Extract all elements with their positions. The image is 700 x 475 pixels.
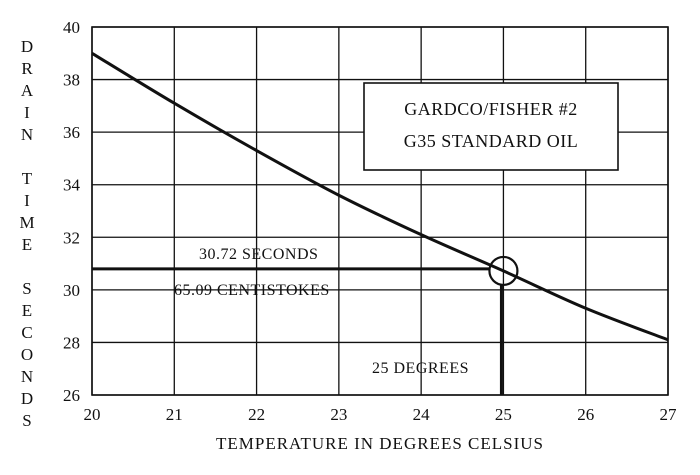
x-axis-label: TEMPERATURE IN DEGREES CELSIUS xyxy=(216,434,544,453)
y-axis-label-letter: R xyxy=(21,59,33,78)
title-box-frame xyxy=(363,82,619,171)
x-tick-label: 26 xyxy=(577,405,594,424)
grid-lines xyxy=(91,26,669,396)
y-axis-label-letter: C xyxy=(21,323,32,342)
y-axis-label-letter: D xyxy=(21,37,33,56)
title-box: GARDCO/FISHER #2 G35 STANDARD OIL xyxy=(363,82,619,171)
x-tick-label: 20 xyxy=(84,405,101,424)
y-axis-label-letter: S xyxy=(22,279,31,298)
annotation-degrees: 25 DEGREES xyxy=(372,360,469,377)
y-tick-label: 26 xyxy=(63,386,80,405)
y-tick-label: 34 xyxy=(63,176,81,195)
y-tick-label: 28 xyxy=(63,333,80,352)
y-axis-label-letter: O xyxy=(21,345,33,364)
y-tick-label: 38 xyxy=(63,71,80,90)
y-axis-label-letter: E xyxy=(22,235,32,254)
y-axis-label-letter: M xyxy=(19,213,34,232)
y-tick-label: 32 xyxy=(63,228,80,247)
y-axis-label-letter: S xyxy=(22,411,31,430)
guide-lines xyxy=(92,267,503,395)
chart-title-line-1: GARDCO/FISHER #2 xyxy=(404,99,578,119)
y-axis-label-letter: I xyxy=(24,191,30,210)
y-axis-label-letter: A xyxy=(21,81,34,100)
highlight-circle xyxy=(488,255,519,287)
x-tick-labels: 20 21 22 23 24 25 26 27 xyxy=(84,405,678,424)
y-axis-label-letter: T xyxy=(22,169,33,188)
x-tick-label: 22 xyxy=(248,405,265,424)
plot-frame xyxy=(91,26,669,396)
y-axis-label-letter: E xyxy=(22,301,32,320)
annotation-seconds: 30.72 SECONDS xyxy=(199,246,318,263)
chart-title-line-2: G35 STANDARD OIL xyxy=(404,131,579,151)
y-axis-label-letter: N xyxy=(21,367,33,386)
y-axis-label-letter: N xyxy=(21,125,33,144)
y-tick-label: 40 xyxy=(63,18,80,37)
series-line xyxy=(91,52,669,342)
x-tick-label: 27 xyxy=(660,405,678,424)
x-tick-label: 23 xyxy=(330,405,347,424)
y-tick-label: 36 xyxy=(63,123,80,142)
y-axis-label-letter: I xyxy=(24,103,30,122)
y-tick-labels: 26 28 30 32 34 36 38 40 xyxy=(63,18,81,405)
y-axis-label-letter: D xyxy=(21,389,33,408)
x-tick-label: 21 xyxy=(166,405,183,424)
annotation-centistokes: 65.09 CENTISTOKES xyxy=(174,282,330,299)
x-tick-label: 24 xyxy=(413,405,431,424)
y-tick-label: 30 xyxy=(63,281,80,300)
x-tick-label: 25 xyxy=(495,405,512,424)
